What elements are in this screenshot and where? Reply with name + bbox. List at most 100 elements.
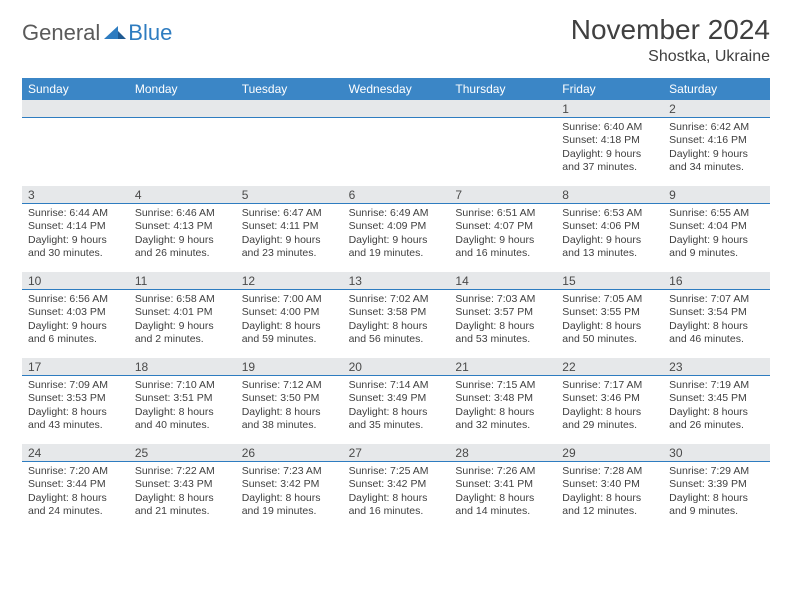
day-body: Sunrise: 7:25 AMSunset: 3:42 PMDaylight:… xyxy=(343,462,450,523)
day-info-line: Sunrise: 7:17 AM xyxy=(562,379,657,392)
day-info-line: Sunset: 3:58 PM xyxy=(349,306,444,319)
day-info-line: Sunset: 4:07 PM xyxy=(455,220,550,233)
calendar-day-cell: 9Sunrise: 6:55 AMSunset: 4:04 PMDaylight… xyxy=(663,186,770,272)
day-body: Sunrise: 7:10 AMSunset: 3:51 PMDaylight:… xyxy=(129,376,236,437)
day-info-line: and 2 minutes. xyxy=(135,333,230,346)
day-info-line: Daylight: 8 hours xyxy=(28,492,123,505)
calendar-day-cell: 21Sunrise: 7:15 AMSunset: 3:48 PMDayligh… xyxy=(449,358,556,444)
day-info-line: Daylight: 8 hours xyxy=(455,320,550,333)
day-number: 9 xyxy=(663,186,770,204)
day-number: 11 xyxy=(129,272,236,290)
day-info-line: Daylight: 8 hours xyxy=(349,320,444,333)
day-info-line: Sunset: 4:06 PM xyxy=(562,220,657,233)
day-info-line: Sunrise: 7:09 AM xyxy=(28,379,123,392)
day-number: 8 xyxy=(556,186,663,204)
weekday-header: Sunday xyxy=(22,78,129,100)
day-info-line: Daylight: 8 hours xyxy=(562,406,657,419)
day-info-line: Daylight: 8 hours xyxy=(562,492,657,505)
calendar-day-cell xyxy=(343,100,450,186)
day-body: Sunrise: 7:28 AMSunset: 3:40 PMDaylight:… xyxy=(556,462,663,523)
day-info-line: and 16 minutes. xyxy=(349,505,444,518)
calendar-day-cell: 2Sunrise: 6:42 AMSunset: 4:16 PMDaylight… xyxy=(663,100,770,186)
day-body: Sunrise: 7:20 AMSunset: 3:44 PMDaylight:… xyxy=(22,462,129,523)
day-info-line: Daylight: 8 hours xyxy=(455,492,550,505)
day-info-line: Sunrise: 7:19 AM xyxy=(669,379,764,392)
day-info-line: Sunset: 4:04 PM xyxy=(669,220,764,233)
day-info-line: Daylight: 8 hours xyxy=(455,406,550,419)
day-info-line: Sunset: 4:03 PM xyxy=(28,306,123,319)
calendar-week-row: 24Sunrise: 7:20 AMSunset: 3:44 PMDayligh… xyxy=(22,444,770,530)
day-info-line: Daylight: 8 hours xyxy=(242,320,337,333)
calendar-day-cell: 29Sunrise: 7:28 AMSunset: 3:40 PMDayligh… xyxy=(556,444,663,530)
day-number: 10 xyxy=(22,272,129,290)
day-info-line: Sunrise: 7:26 AM xyxy=(455,465,550,478)
calendar-grid: Sunday Monday Tuesday Wednesday Thursday… xyxy=(22,78,770,530)
day-info-line: and 34 minutes. xyxy=(669,161,764,174)
calendar-day-cell: 18Sunrise: 7:10 AMSunset: 3:51 PMDayligh… xyxy=(129,358,236,444)
calendar-day-cell: 15Sunrise: 7:05 AMSunset: 3:55 PMDayligh… xyxy=(556,272,663,358)
day-number: 4 xyxy=(129,186,236,204)
calendar-day-cell: 11Sunrise: 6:58 AMSunset: 4:01 PMDayligh… xyxy=(129,272,236,358)
day-info-line: Daylight: 9 hours xyxy=(669,234,764,247)
weekday-header: Thursday xyxy=(449,78,556,100)
day-body: Sunrise: 7:09 AMSunset: 3:53 PMDaylight:… xyxy=(22,376,129,437)
day-info-line: and 37 minutes. xyxy=(562,161,657,174)
day-info-line: Sunset: 4:18 PM xyxy=(562,134,657,147)
logo-text-blue: Blue xyxy=(128,20,172,46)
day-info-line: Daylight: 8 hours xyxy=(242,492,337,505)
calendar-week-row: 10Sunrise: 6:56 AMSunset: 4:03 PMDayligh… xyxy=(22,272,770,358)
day-body: Sunrise: 7:22 AMSunset: 3:43 PMDaylight:… xyxy=(129,462,236,523)
day-number xyxy=(236,100,343,118)
day-number: 17 xyxy=(22,358,129,376)
day-number: 2 xyxy=(663,100,770,118)
day-info-line: and 50 minutes. xyxy=(562,333,657,346)
day-number: 28 xyxy=(449,444,556,462)
day-info-line: Daylight: 9 hours xyxy=(455,234,550,247)
day-info-line: Sunset: 3:49 PM xyxy=(349,392,444,405)
calendar-week-row: 1Sunrise: 6:40 AMSunset: 4:18 PMDaylight… xyxy=(22,100,770,186)
day-body: Sunrise: 6:49 AMSunset: 4:09 PMDaylight:… xyxy=(343,204,450,265)
day-info-line: Sunset: 3:39 PM xyxy=(669,478,764,491)
logo-mark-icon xyxy=(104,22,126,45)
day-info-line: Sunrise: 6:51 AM xyxy=(455,207,550,220)
day-info-line: Sunset: 3:53 PM xyxy=(28,392,123,405)
day-body: Sunrise: 6:42 AMSunset: 4:16 PMDaylight:… xyxy=(663,118,770,179)
location-label: Shostka, Ukraine xyxy=(571,48,770,66)
day-info-line: and 13 minutes. xyxy=(562,247,657,260)
page-header: General Blue November 2024 Shostka, Ukra… xyxy=(22,14,770,66)
day-info-line: Sunrise: 6:49 AM xyxy=(349,207,444,220)
day-info-line: and 53 minutes. xyxy=(455,333,550,346)
day-info-line: and 23 minutes. xyxy=(242,247,337,260)
day-info-line: Daylight: 9 hours xyxy=(28,234,123,247)
day-info-line: Daylight: 9 hours xyxy=(562,148,657,161)
day-body: Sunrise: 7:00 AMSunset: 4:00 PMDaylight:… xyxy=(236,290,343,351)
logo-text-general: General xyxy=(22,20,100,46)
day-number: 5 xyxy=(236,186,343,204)
day-info-line: and 24 minutes. xyxy=(28,505,123,518)
day-info-line: Sunset: 4:09 PM xyxy=(349,220,444,233)
calendar-day-cell: 3Sunrise: 6:44 AMSunset: 4:14 PMDaylight… xyxy=(22,186,129,272)
day-info-line: Sunrise: 6:47 AM xyxy=(242,207,337,220)
day-info-line: Sunset: 3:55 PM xyxy=(562,306,657,319)
day-info-line: Sunset: 3:51 PM xyxy=(135,392,230,405)
day-info-line: Sunset: 3:44 PM xyxy=(28,478,123,491)
day-info-line: Sunrise: 7:03 AM xyxy=(455,293,550,306)
day-info-line: and 6 minutes. xyxy=(28,333,123,346)
day-number: 3 xyxy=(22,186,129,204)
day-number xyxy=(343,100,450,118)
day-number: 25 xyxy=(129,444,236,462)
day-body: Sunrise: 7:29 AMSunset: 3:39 PMDaylight:… xyxy=(663,462,770,523)
day-info-line: Sunrise: 7:25 AM xyxy=(349,465,444,478)
day-info-line: Sunrise: 7:07 AM xyxy=(669,293,764,306)
day-body: Sunrise: 6:47 AMSunset: 4:11 PMDaylight:… xyxy=(236,204,343,265)
day-info-line: Daylight: 8 hours xyxy=(669,492,764,505)
day-info-line: and 56 minutes. xyxy=(349,333,444,346)
day-info-line: and 43 minutes. xyxy=(28,419,123,432)
day-info-line: and 21 minutes. xyxy=(135,505,230,518)
day-info-line: Sunrise: 7:05 AM xyxy=(562,293,657,306)
weekday-header: Friday xyxy=(556,78,663,100)
day-info-line: and 19 minutes. xyxy=(349,247,444,260)
day-info-line: Sunset: 3:42 PM xyxy=(349,478,444,491)
day-number xyxy=(449,100,556,118)
calendar-day-cell: 26Sunrise: 7:23 AMSunset: 3:42 PMDayligh… xyxy=(236,444,343,530)
